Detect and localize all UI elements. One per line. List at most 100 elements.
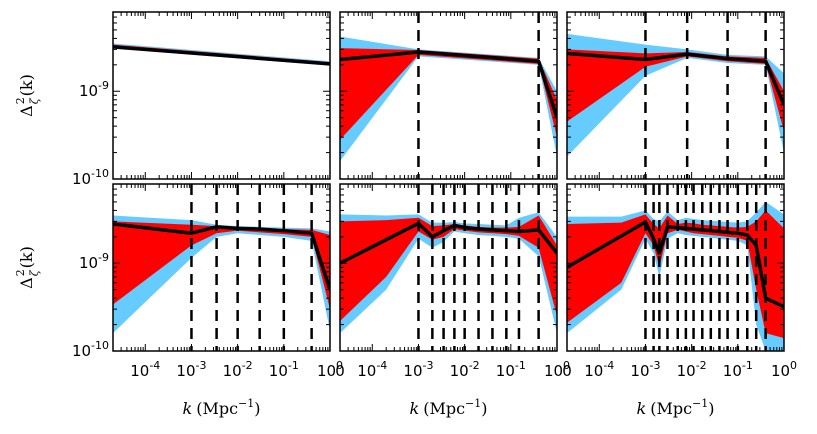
- x-label-close: ): [254, 399, 260, 418]
- y-tick-label: 10-10: [72, 339, 109, 360]
- x-tick-label: 10-2: [450, 359, 480, 380]
- x-tick-label: 10-1: [723, 359, 753, 380]
- x-tick-label-base: 10: [223, 362, 242, 380]
- x-tick-label: 10-3: [630, 359, 660, 380]
- x-label-base: k: [637, 399, 647, 418]
- x-tick-label: 10-4: [357, 359, 387, 380]
- inner-band: [340, 215, 557, 321]
- x-axis-label: k (Mpc−1): [183, 397, 261, 418]
- x-tick-label-exp: -4: [603, 359, 614, 372]
- x-label-exp: −1: [692, 397, 708, 410]
- inner-band: [567, 49, 784, 132]
- x-tick-label: 100: [544, 359, 570, 380]
- inner-band: [567, 210, 784, 339]
- y-label-sup: 2: [14, 97, 27, 104]
- y-tick-label-base: 10: [79, 82, 98, 100]
- x-label-unit: (Mpc: [423, 399, 465, 418]
- y-axis-label: Δ2ζ(k): [14, 74, 41, 117]
- panel-ticks: [339, 11, 558, 180]
- x-tick-label: 100: [771, 359, 797, 380]
- y-tick-label-base: 10: [72, 170, 91, 188]
- y-tick-label-base: 10: [72, 342, 91, 360]
- x-tick-label-base: 10: [403, 362, 422, 380]
- x-label-unit: (Mpc: [196, 399, 238, 418]
- y-tick-label: 10-9: [79, 251, 109, 272]
- median-line: [113, 45, 330, 66]
- panel-ticks: [566, 183, 785, 352]
- median-line: [567, 51, 784, 106]
- x-tick-label: 10-3: [176, 359, 206, 380]
- inner-band: [340, 48, 557, 140]
- panel-1-1: [339, 183, 558, 352]
- y-label-arg: (k): [17, 74, 36, 96]
- x-tick-label-base: 10: [723, 362, 742, 380]
- x-tick-label-exp: -1: [742, 359, 753, 372]
- median-line: [340, 221, 557, 265]
- x-tick-label-exp: -1: [515, 359, 526, 372]
- x-label-exp: −1: [465, 397, 481, 410]
- y-tick-label-base: 10: [79, 254, 98, 272]
- inner-band: [113, 221, 330, 310]
- panel-0-2: [566, 11, 785, 180]
- y-tick-label-exp: -9: [98, 79, 109, 92]
- y-tick-label-exp: -9: [98, 251, 109, 264]
- plot-area: [340, 184, 557, 351]
- x-label-base: k: [410, 399, 420, 418]
- x-tick-label-base: 10: [357, 362, 376, 380]
- y-label-base: Δ: [17, 105, 36, 117]
- x-tick-label-base: 10: [496, 362, 515, 380]
- x-tick-label-base: 10: [544, 362, 563, 380]
- x-tick-label: 10-2: [677, 359, 707, 380]
- x-tick-label-exp: -1: [288, 359, 299, 372]
- x-tick-label-base: 10: [176, 362, 195, 380]
- panel-ticks: [112, 11, 331, 180]
- panel-1-0: [112, 183, 331, 352]
- y-label-base: Δ: [17, 277, 36, 289]
- plot-area: [567, 12, 784, 179]
- x-label-base: k: [183, 399, 193, 418]
- y-tick-label: 10-9: [79, 79, 109, 100]
- x-tick-label-exp: -4: [149, 359, 160, 372]
- plot-area: [340, 12, 557, 179]
- panel-ticks: [339, 183, 558, 352]
- y-label-arg: (k): [17, 246, 36, 268]
- x-tick-label-base: 10: [771, 362, 790, 380]
- x-tick-label-base: 10: [317, 362, 336, 380]
- plot-area: [567, 184, 784, 351]
- x-tick-label-base: 10: [450, 362, 469, 380]
- panel-0-0: [112, 11, 331, 180]
- y-tick-label: 10-10: [72, 167, 109, 188]
- panel-ticks: [566, 11, 785, 180]
- panel-1-2: [566, 183, 785, 352]
- x-tick-label-exp: -4: [376, 359, 387, 372]
- x-tick-label: 0: [562, 362, 572, 380]
- plot-area: [113, 184, 330, 351]
- y-tick-label-exp: -10: [91, 339, 109, 352]
- x-axis-label: k (Mpc−1): [410, 397, 488, 418]
- x-label-close: ): [481, 399, 487, 418]
- y-label-sup: 2: [14, 269, 27, 276]
- x-tick-label-base: 10: [130, 362, 149, 380]
- x-tick-label-base: 10: [269, 362, 288, 380]
- x-tick-label: 10-3: [403, 359, 433, 380]
- median-line: [113, 222, 330, 291]
- x-label-exp: −1: [238, 397, 254, 410]
- x-tick-label: 100: [317, 359, 343, 380]
- y-axis-label: Δ2ζ(k): [14, 246, 41, 289]
- median-line: [340, 50, 557, 119]
- x-tick-label: 10-2: [223, 359, 253, 380]
- plot-area: [113, 43, 330, 66]
- x-tick-label-exp: -3: [650, 359, 661, 372]
- x-axis-label: k (Mpc−1): [637, 397, 715, 418]
- x-tick-label-exp: 0: [563, 359, 570, 372]
- y-tick-label-exp: -10: [91, 167, 109, 180]
- x-tick-label-exp: -2: [696, 359, 707, 372]
- x-tick-label-exp: -3: [196, 359, 207, 372]
- x-tick-label-exp: -2: [469, 359, 480, 372]
- panel-ticks: [112, 183, 331, 352]
- y-label-sub: ζ: [28, 269, 41, 276]
- panel-frame: [112, 11, 331, 180]
- y-label-sub: ζ: [28, 97, 41, 104]
- panels-layer: [112, 11, 785, 352]
